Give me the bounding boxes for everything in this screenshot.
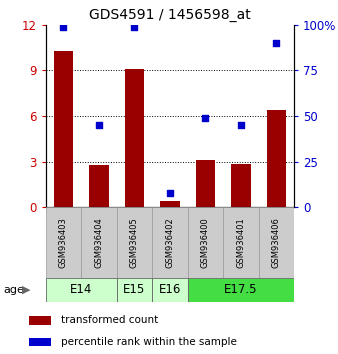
Bar <box>117 207 152 278</box>
Text: GSM936401: GSM936401 <box>236 217 245 268</box>
Bar <box>46 207 81 278</box>
Text: GSM936403: GSM936403 <box>59 217 68 268</box>
Text: percentile rank within the sample: percentile rank within the sample <box>61 337 237 347</box>
Text: GSM936405: GSM936405 <box>130 217 139 268</box>
Bar <box>125 69 144 207</box>
Text: GSM936400: GSM936400 <box>201 217 210 268</box>
Bar <box>152 278 188 302</box>
Text: transformed count: transformed count <box>61 315 158 325</box>
Text: age: age <box>3 285 24 295</box>
Text: E16: E16 <box>159 283 181 296</box>
Bar <box>152 207 188 278</box>
Bar <box>160 201 179 207</box>
Point <box>203 115 208 121</box>
Point <box>167 190 172 195</box>
Text: GSM936404: GSM936404 <box>94 217 103 268</box>
Title: GDS4591 / 1456598_at: GDS4591 / 1456598_at <box>89 8 251 22</box>
Point <box>61 24 66 29</box>
Bar <box>223 207 259 278</box>
Bar <box>89 165 108 207</box>
Bar <box>231 164 250 207</box>
Bar <box>81 207 117 278</box>
Point <box>238 122 243 128</box>
Text: E17.5: E17.5 <box>224 283 258 296</box>
Text: GSM936402: GSM936402 <box>165 217 174 268</box>
Bar <box>196 160 215 207</box>
Bar <box>259 207 294 278</box>
Bar <box>46 278 117 302</box>
Text: ▶: ▶ <box>22 285 30 295</box>
Bar <box>29 316 51 325</box>
Text: GSM936406: GSM936406 <box>272 217 281 268</box>
Bar <box>267 110 286 207</box>
Point <box>132 24 137 29</box>
Bar <box>188 278 294 302</box>
Point <box>96 122 102 128</box>
Text: E14: E14 <box>70 283 92 296</box>
Point <box>274 40 279 46</box>
Bar <box>117 278 152 302</box>
Bar <box>188 207 223 278</box>
Bar <box>29 338 51 347</box>
Text: E15: E15 <box>123 283 145 296</box>
Bar <box>54 51 73 207</box>
